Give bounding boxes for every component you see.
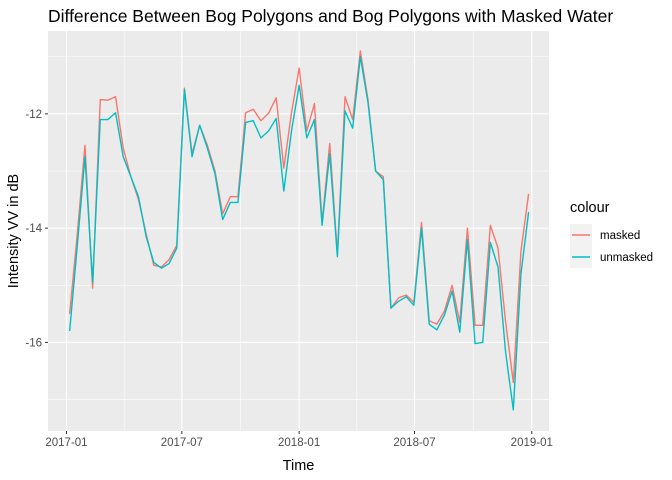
- series-line-unmasked: [68, 56, 530, 411]
- legend-title: colour: [570, 200, 610, 216]
- y-tick-label: -16: [25, 337, 42, 349]
- legend-label-masked: masked: [600, 230, 640, 242]
- plot-panel: [48, 31, 549, 431]
- y-tick-label: -14: [25, 223, 42, 235]
- x-tick-label: 2017-07: [161, 437, 203, 449]
- x-axis: 2017-01 2017-07 2018-01 2018-07 2019-01: [45, 431, 553, 449]
- legend-label-unmasked: unmasked: [600, 252, 653, 264]
- x-tick-label: 2018-07: [393, 437, 435, 449]
- y-axis-title: Intensity VV in dB: [6, 174, 22, 288]
- x-axis-title: Time: [283, 458, 315, 474]
- y-axis: -12 -14 -16: [25, 109, 48, 349]
- chart-title: Difference Between Bog Polygons and Bog …: [48, 6, 613, 26]
- x-tick-label: 2017-01: [45, 437, 87, 449]
- series-lines: [68, 50, 530, 411]
- minor-gridlines: [48, 31, 549, 431]
- x-tick-label: 2019-01: [511, 437, 553, 449]
- legend: colour masked unmasked: [570, 200, 653, 268]
- y-tick-label: -12: [25, 109, 42, 121]
- major-gridlines: [48, 31, 549, 431]
- x-tick-label: 2018-01: [278, 437, 320, 449]
